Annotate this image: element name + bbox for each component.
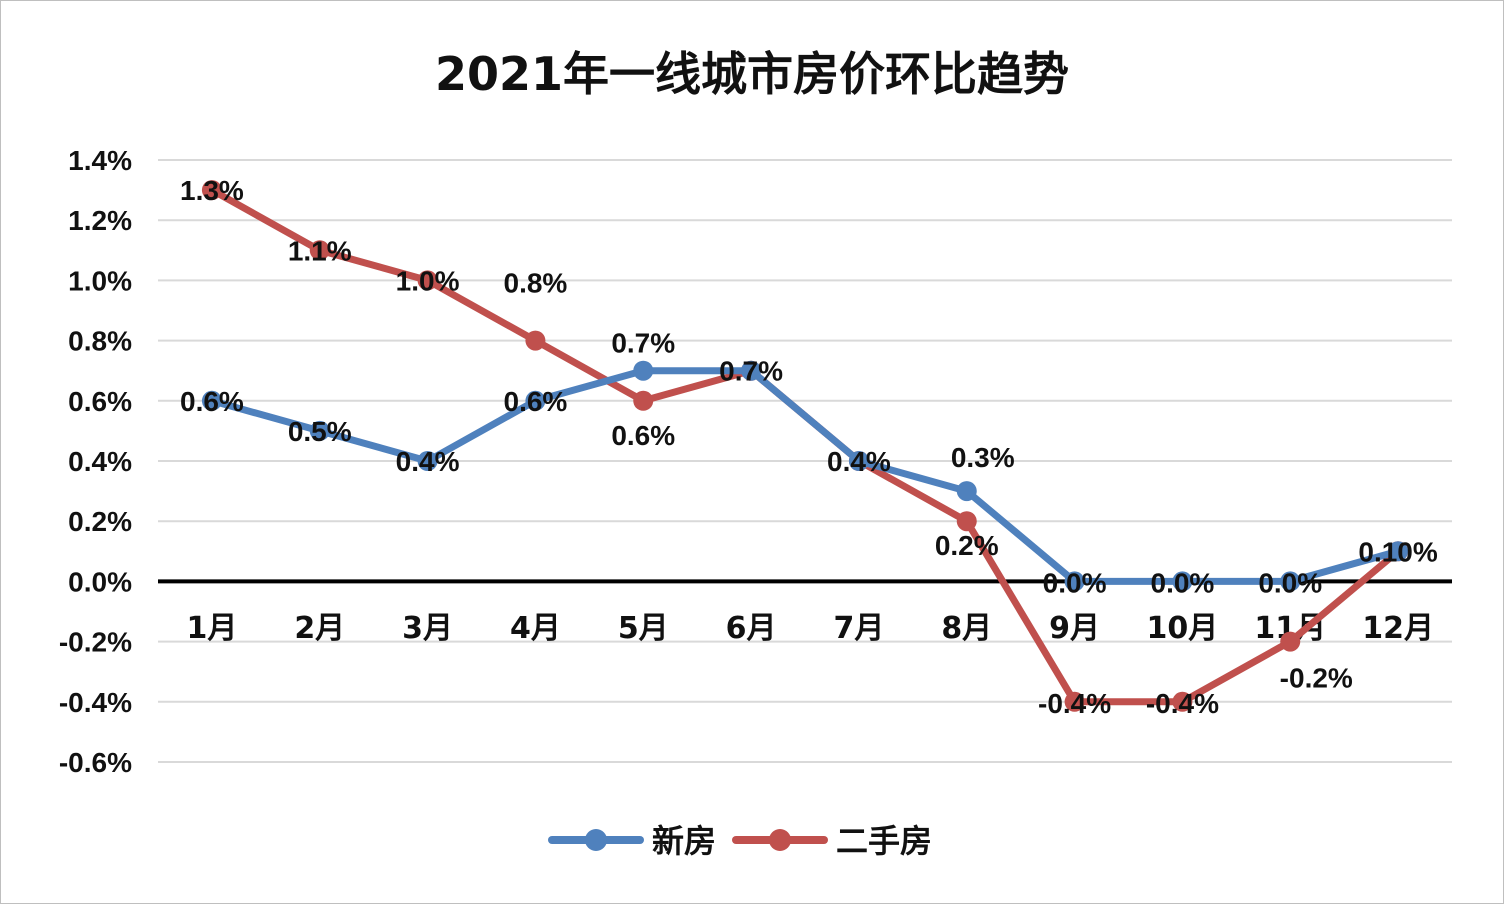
y-tick-label: 0.8% [68, 326, 132, 357]
data-point [1280, 631, 1301, 652]
data-point [309, 240, 330, 261]
y-tick-label: 0.0% [68, 566, 132, 597]
x-category-label: 8月 [941, 611, 992, 646]
data-point [741, 360, 762, 381]
x-category-label: 5月 [618, 611, 669, 646]
data-label: -0.2% [1280, 663, 1353, 694]
y-tick-label: -0.4% [59, 687, 132, 718]
x-category-label: 7月 [833, 611, 884, 646]
data-label: 0.5% [288, 416, 352, 447]
data-point [417, 451, 438, 471]
y-tick-label: 1.4% [68, 145, 132, 176]
data-point [1172, 691, 1193, 712]
grid-layer [158, 159, 1452, 763]
data-label: 0.8% [504, 268, 568, 299]
data-point [1064, 691, 1085, 712]
data-label: 0.2% [935, 530, 999, 561]
y-tick-label: 1.2% [68, 205, 132, 236]
data-point [848, 451, 869, 471]
x-category-label: 4月 [510, 611, 561, 646]
data-point [309, 420, 330, 441]
y-tick-label: 0.4% [68, 446, 132, 477]
data-label: 0.0% [1043, 567, 1107, 598]
data-label: 0.0% [1151, 567, 1215, 598]
series-line [208, 186, 1402, 706]
series-layer [201, 180, 1409, 712]
data-label: -0.4% [1146, 688, 1219, 719]
chart-title: 2021年一线城市房价环比趋势 [435, 47, 1069, 101]
legend-marker [769, 829, 791, 851]
x-category-label: 2月 [294, 611, 345, 646]
data-point [633, 360, 654, 381]
data-label: 0.7% [611, 328, 675, 359]
data-point [633, 390, 654, 411]
data-label: 1.1% [288, 235, 352, 266]
y-tick-label: 0.2% [68, 506, 132, 537]
x-category-label: 6月 [726, 611, 777, 646]
legend: 新房 二手房 [548, 822, 932, 860]
data-point [956, 511, 977, 532]
data-label: 1.3% [180, 175, 244, 206]
data-point [1388, 541, 1409, 562]
data-point [201, 390, 222, 411]
x-category-label: 9月 [1049, 611, 1100, 646]
x-category-label: 3月 [402, 611, 453, 646]
x-category-label: 12月 [1362, 611, 1434, 646]
data-label: 0.3% [951, 442, 1015, 473]
data-label: 0.6% [504, 386, 568, 417]
data-label: 0.7% [719, 356, 783, 387]
data-point [1280, 571, 1301, 592]
legend-marker [585, 829, 607, 851]
legend-label: 新房 [652, 822, 716, 860]
data-label: 1.0% [396, 265, 460, 296]
data-label: 0.4% [396, 446, 460, 477]
data-point [525, 330, 546, 351]
data-label: 0.10% [1358, 536, 1437, 567]
x-category-label: 10月 [1147, 611, 1219, 646]
series-line [208, 367, 1402, 585]
data-label: 0.6% [180, 386, 244, 417]
y-tick-label: 0.6% [68, 386, 132, 417]
y-tick-label: 1.0% [68, 265, 132, 296]
x-category-label: 1月 [186, 611, 237, 646]
y-tick-label: -0.2% [59, 627, 132, 658]
x-axis-categories: 1月 2月 3月 4月 5月 6月 7月 8月 9月 10月 11月 12月 [186, 611, 1433, 646]
data-point [201, 180, 222, 201]
legend-label: 二手房 [836, 822, 932, 860]
data-point [1064, 571, 1085, 592]
data-point [417, 270, 438, 291]
data-point [1172, 571, 1193, 592]
y-axis-ticks: 1.4% 1.2% 1.0% 0.8% 0.6% 0.4% 0.2% 0.0% -0.2% -0.… [59, 145, 132, 778]
data-point [956, 481, 977, 502]
data-label: 0.0% [1258, 567, 1322, 598]
data-point [525, 390, 546, 411]
data-label: 0.6% [611, 420, 675, 451]
y-tick-label: -0.6% [59, 747, 132, 778]
data-label: 0.4% [827, 446, 891, 477]
data-labels: 0.6% 0.5% 0.4% 0.6% 0.7% 0.3% 0.0% 0.0% 0.0% 1.3%… [180, 175, 1438, 719]
data-label: -0.4% [1038, 688, 1111, 719]
